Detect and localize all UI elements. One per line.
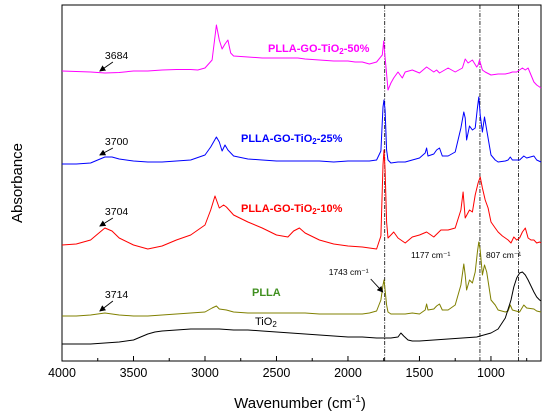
label-807: 807 cm⁻¹ (486, 250, 521, 260)
peak-arrow-3684 (99, 61, 114, 72)
series-labels: PLLA-GO-TiO2-50% PLLA-GO-TiO2-25% PLLA-G… (241, 43, 370, 329)
x-tick-label-3500: 3500 (120, 366, 148, 380)
x-tick-label-2000: 2000 (334, 366, 362, 380)
series-label-50: PLLA-GO-TiO2-50% (268, 43, 370, 56)
series-line-4 (62, 271, 542, 345)
series-line-2 (61, 149, 542, 250)
series-line-1 (62, 96, 542, 165)
arrow-1743 (370, 278, 384, 293)
x-tick-label-4000: 4000 (48, 366, 76, 380)
x-tick-label-2500: 2500 (263, 366, 291, 380)
y-axis-title: Absorbance (9, 143, 26, 223)
x-tick-label-3000: 3000 (191, 366, 219, 380)
peak-label-3684: 3684 (105, 50, 129, 62)
label-1743: 1743 cm⁻¹ (329, 267, 369, 277)
peak-label-3714: 3714 (105, 289, 129, 301)
peak-label-3704: 3704 (105, 206, 129, 218)
series-label-plla: PLLA (252, 287, 281, 299)
peak-arrow-3714 (99, 300, 114, 312)
series-label-25: PLLA-GO-TiO2-25% (241, 133, 343, 146)
peak-arrow-3704 (99, 217, 114, 227)
series-line-3 (62, 241, 542, 317)
series-label-tio2: TiO2 (255, 316, 277, 329)
x-axis-title: Wavenumber (cm-1) (234, 394, 366, 412)
label-1177: 1177 cm⁻¹ (411, 250, 450, 260)
x-tick-label-1000: 1000 (477, 366, 505, 380)
peak-label-3700: 3700 (105, 136, 129, 148)
x-axis-ticks: 4000 3500 3000 2500 2000 1500 1000 (48, 356, 528, 380)
x-tick-label-1500: 1500 (406, 366, 434, 380)
series-label-10: PLLA-GO-TiO2-10% (241, 203, 343, 216)
plot-frame (61, 4, 542, 362)
series-line-0 (61, 24, 542, 91)
peak-annotations: 3684 3700 3704 3714 1743 cm⁻¹ 1177 cm⁻¹ 807 cm… (99, 50, 521, 312)
series-lines (61, 24, 542, 345)
reference-lines (384, 5, 519, 361)
peak-arrow-3700 (99, 147, 114, 156)
